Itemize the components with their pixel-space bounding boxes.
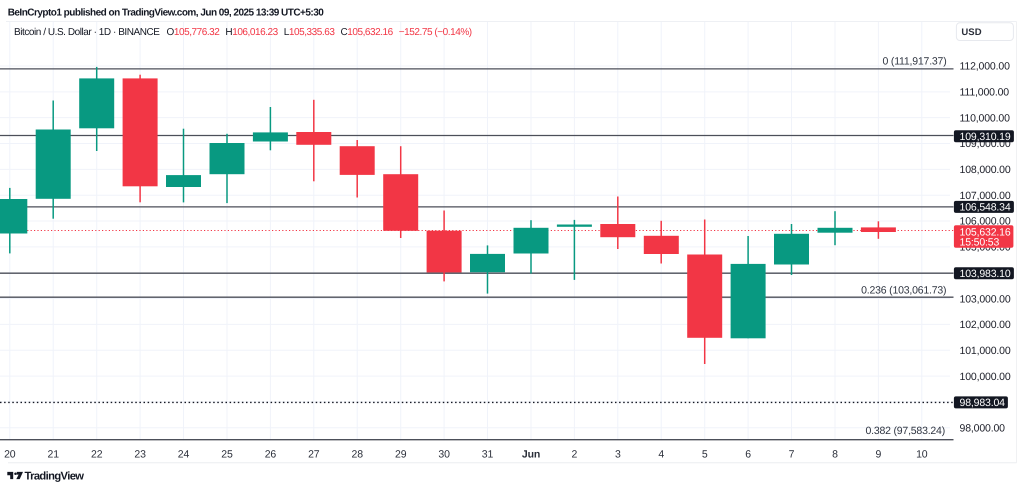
svg-text:10: 10 [916,448,928,460]
svg-text:BeInCrypto1 published on Tradi: BeInCrypto1 published on TradingView.com… [8,7,325,18]
svg-text:110,000.00: 110,000.00 [960,112,1011,124]
svg-text:25: 25 [221,448,233,460]
svg-text:24: 24 [178,448,190,460]
svg-text:27: 27 [308,448,320,460]
svg-text:8: 8 [832,448,838,460]
svg-text:Bitcoin / U.S. Dollar · 1D · B: Bitcoin / U.S. Dollar · 1D · BINANCE O105… [14,27,472,38]
svg-text:0 (111,917.37): 0 (111,917.37) [883,55,947,67]
svg-text:7: 7 [789,448,795,460]
svg-text:29: 29 [395,448,407,460]
svg-text:98,983.04: 98,983.04 [960,397,1006,409]
svg-text:2: 2 [572,448,578,460]
svg-text:107,000.00: 107,000.00 [960,190,1011,202]
svg-text:6: 6 [745,448,751,460]
svg-text:101,000.00: 101,000.00 [960,345,1011,357]
svg-text:102,000.00: 102,000.00 [960,319,1011,331]
svg-text:111,000.00: 111,000.00 [960,87,1010,99]
svg-text:106,000.00: 106,000.00 [960,216,1011,228]
svg-text:109,310.19: 109,310.19 [960,131,1011,143]
svg-text:103,000.00: 103,000.00 [960,293,1011,305]
svg-text:23: 23 [134,448,146,460]
svg-text:0.382 (97,583.24): 0.382 (97,583.24) [866,425,946,437]
svg-text:USD: USD [961,27,981,38]
svg-text:105,632.16: 105,632.16 [960,226,1011,238]
svg-text:112,000.00: 112,000.00 [960,61,1011,73]
svg-text:103,983.10: 103,983.10 [960,268,1011,280]
svg-text:15:50:53: 15:50:53 [960,237,1000,249]
svg-text:108,000.00: 108,000.00 [960,164,1011,176]
svg-text:22: 22 [91,448,103,460]
svg-text:3: 3 [615,448,621,460]
svg-text:20: 20 [4,448,16,460]
svg-text:9: 9 [876,448,882,460]
svg-text:31: 31 [482,448,494,460]
svg-text:4: 4 [658,448,664,460]
svg-text:106,548.34: 106,548.34 [960,202,1011,214]
svg-text:100,000.00: 100,000.00 [960,371,1011,383]
svg-text:26: 26 [265,448,277,460]
svg-text:Jun: Jun [522,448,540,460]
svg-text:TradingView: TradingView [25,471,85,483]
svg-text:0.236 (103,061.73): 0.236 (103,061.73) [861,284,946,296]
svg-text:28: 28 [352,448,364,460]
svg-text:30: 30 [438,448,450,460]
svg-text:5: 5 [702,448,708,460]
svg-text:21: 21 [48,448,60,460]
svg-text:98,000.00: 98,000.00 [960,423,1006,435]
